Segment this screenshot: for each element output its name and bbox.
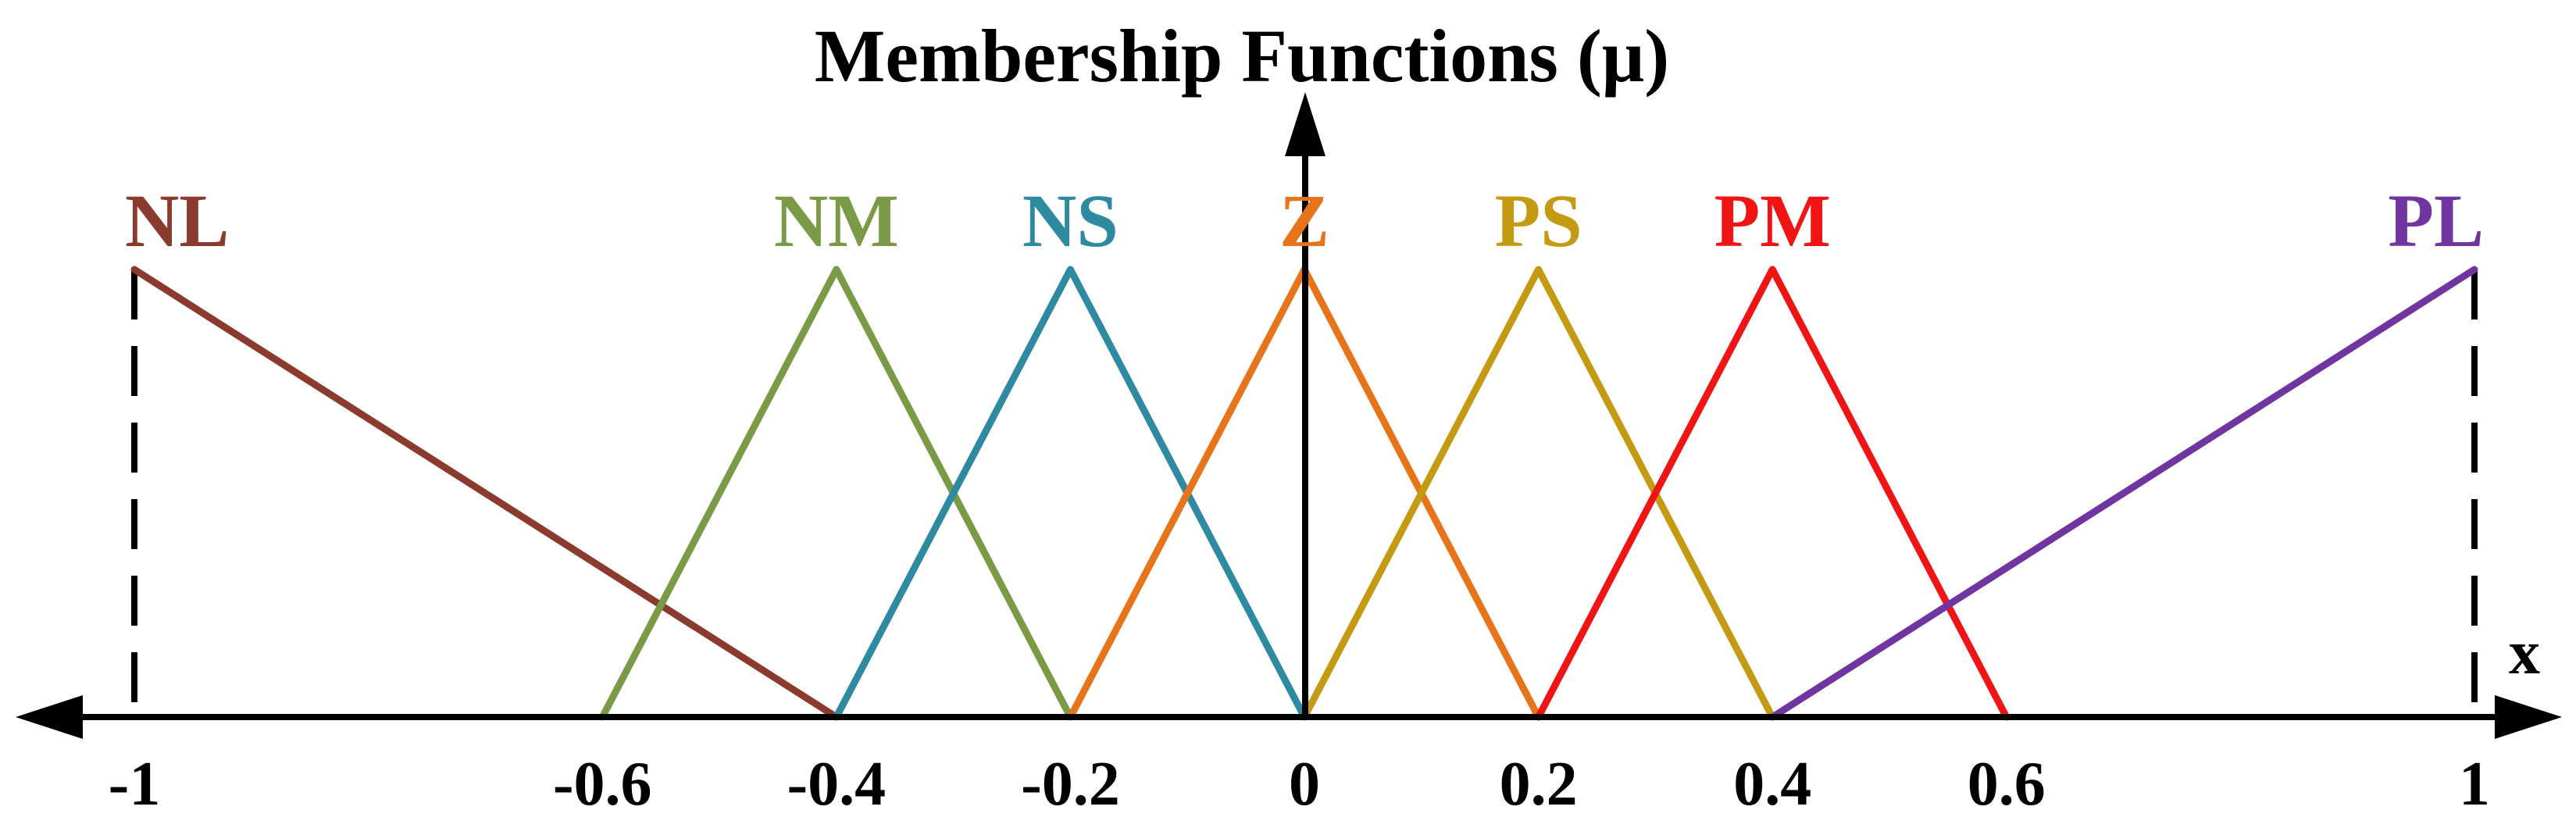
x-axis-right-arrowhead	[2495, 695, 2562, 739]
series-label-nm: NM	[774, 179, 899, 262]
x-tick-label: -0.2	[1021, 750, 1120, 819]
x-tick-label: 0.4	[1733, 750, 1811, 819]
series-label-pm: PM	[1714, 179, 1831, 262]
x-tick-label: -0.6	[553, 750, 652, 819]
series-line-nl	[130, 266, 840, 721]
series-line-ps	[1300, 266, 1776, 721]
series-label-nl: NL	[125, 179, 229, 262]
x-tick-label: -0.4	[787, 750, 886, 819]
series-labels: NL NM NS Z PS PM PL	[125, 179, 2484, 262]
x-tick-label: 0	[1289, 750, 1320, 819]
axes-group	[16, 92, 2562, 739]
x-axis-label: x	[2509, 619, 2540, 687]
x-tick-label: 0.6	[1968, 750, 2046, 819]
series-label-ns: NS	[1022, 179, 1119, 262]
series-line-ns	[833, 266, 1308, 721]
chart-title: Membership Functions (μ)	[815, 14, 1669, 98]
x-axis-left-arrowhead	[16, 695, 83, 739]
y-axis-arrowhead	[1285, 92, 1325, 156]
x-tick-label: -1	[109, 750, 161, 819]
series-line-pm	[1535, 266, 2010, 721]
x-tick-label: 1	[2459, 750, 2490, 819]
series-label-ps: PS	[1495, 179, 1582, 262]
series-line-nm	[598, 266, 1074, 721]
series-label-z: Z	[1279, 179, 1329, 262]
series-line-pl	[1768, 266, 2478, 721]
x-tick-labels: -1 -0.6 -0.4 -0.2 0 0.2 0.4 0.6 1	[109, 750, 2490, 819]
x-tick-label: 0.2	[1500, 750, 1578, 819]
series-label-pl: PL	[2388, 179, 2484, 262]
series-group	[130, 266, 2478, 721]
